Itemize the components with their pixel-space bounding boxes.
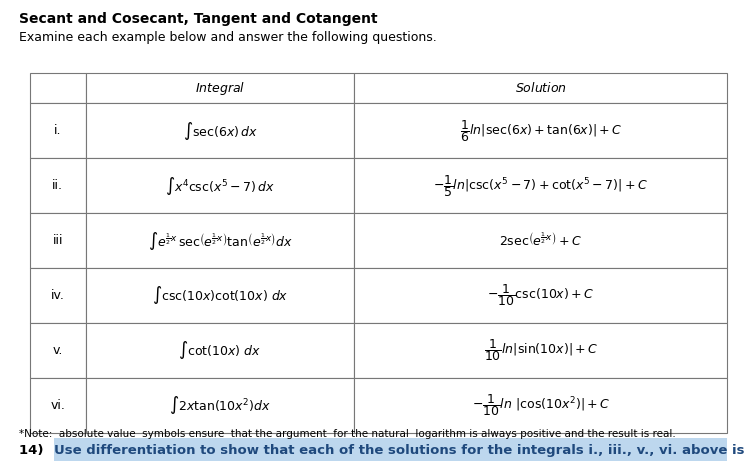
Bar — [30, 378, 86, 433]
Text: ii.: ii. — [52, 179, 63, 192]
Text: $\int \sec(6x)\, dx$: $\int \sec(6x)\, dx$ — [183, 120, 257, 141]
Text: vi.: vi. — [51, 399, 65, 412]
Text: i.: i. — [54, 124, 62, 137]
Text: $\mathit{Integral}$: $\mathit{Integral}$ — [195, 80, 245, 97]
Text: $-\dfrac{1}{10}\mathit{ln}\ |\cos(10x^2)| + C$: $-\dfrac{1}{10}\mathit{ln}\ |\cos(10x^2)… — [471, 393, 610, 418]
Text: Examine each example below and answer the following questions.: Examine each example below and answer th… — [19, 31, 436, 44]
Bar — [86, 103, 354, 158]
Text: $\dfrac{1}{10}\mathit{ln}|\sin(10x)| + C$: $\dfrac{1}{10}\mathit{ln}|\sin(10x)| + C… — [483, 337, 598, 363]
Bar — [30, 268, 86, 323]
Bar — [354, 213, 727, 268]
Text: $\int 2x \tan\!\left(10x^2\right) dx$: $\int 2x \tan\!\left(10x^2\right) dx$ — [169, 394, 271, 416]
Text: $\int \cot(10x)\ dx$: $\int \cot(10x)\ dx$ — [178, 340, 262, 361]
Text: v.: v. — [53, 344, 63, 357]
Text: *Note:  absolute value  symbols ensure  that the argument  for the natural  loga: *Note: absolute value symbols ensure tha… — [19, 429, 675, 439]
Bar — [30, 73, 86, 103]
Bar — [30, 158, 86, 213]
Bar — [354, 378, 727, 433]
Text: $-\dfrac{1}{10}\csc(10x) + C$: $-\dfrac{1}{10}\csc(10x) + C$ — [487, 282, 595, 308]
Text: $2\sec\!\left(e^{\frac{1}{2}x}\right) + C$: $2\sec\!\left(e^{\frac{1}{2}x}\right) + … — [499, 232, 583, 249]
Bar — [354, 323, 727, 378]
Text: 14): 14) — [19, 444, 48, 457]
Bar — [86, 158, 354, 213]
Bar — [30, 323, 86, 378]
Bar — [54, 438, 727, 461]
Bar — [30, 213, 86, 268]
Bar — [354, 268, 727, 323]
Text: Secant and Cosecant, Tangent and Cotangent: Secant and Cosecant, Tangent and Cotange… — [19, 12, 377, 26]
Bar — [86, 268, 354, 323]
Text: iv.: iv. — [51, 289, 65, 302]
Text: $\dfrac{1}{6}\mathit{ln}|\sec(6x) + \tan(6x)| + C$: $\dfrac{1}{6}\mathit{ln}|\sec(6x) + \tan… — [460, 118, 622, 144]
Bar — [354, 103, 727, 158]
Text: $\int \csc(10x)\cot(10x)\ dx$: $\int \csc(10x)\cot(10x)\ dx$ — [152, 284, 288, 307]
Bar — [86, 378, 354, 433]
Bar — [86, 323, 354, 378]
Bar — [30, 103, 86, 158]
Text: $\int e^{\frac{1}{2}x}\, \sec\!\left(e^{\frac{1}{2}x}\right)\tan\!\left(e^{\frac: $\int e^{\frac{1}{2}x}\, \sec\!\left(e^{… — [148, 229, 292, 252]
Bar — [86, 213, 354, 268]
Text: $\mathit{Solution}$: $\mathit{Solution}$ — [515, 81, 567, 95]
Text: $-\dfrac{1}{5}\mathit{ln}|\csc(x^5 - 7) + \cot(x^5 - 7)| + C$: $-\dfrac{1}{5}\mathit{ln}|\csc(x^5 - 7) … — [433, 173, 648, 199]
Bar — [86, 73, 354, 103]
Bar — [354, 73, 727, 103]
Text: $\int x^4 \csc(x^5 - 7)\, dx$: $\int x^4 \csc(x^5 - 7)\, dx$ — [165, 175, 275, 197]
Text: iii: iii — [52, 234, 63, 247]
Text: Use differentiation to show that each of the solutions for the integrals i., iii: Use differentiation to show that each of… — [54, 444, 746, 457]
Bar — [354, 158, 727, 213]
